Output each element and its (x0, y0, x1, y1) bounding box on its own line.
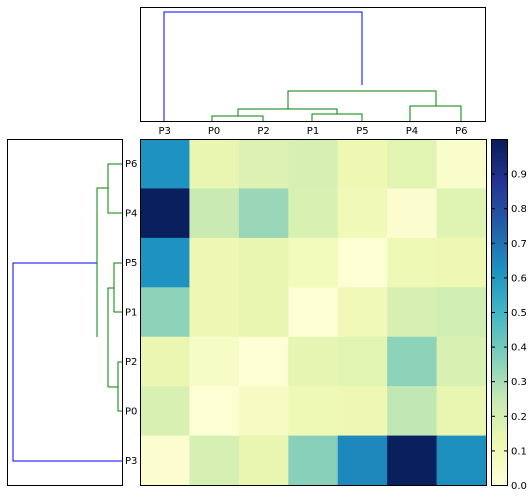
heatmap-cell-P0-P3 (140, 386, 191, 437)
row-label: P1 (125, 308, 137, 319)
heatmap-cell-P0-P0 (189, 386, 240, 437)
heatmap-cell-P2-P6 (436, 336, 487, 387)
heatmap-cell-P6-P5 (337, 139, 388, 190)
top-dendrogram (140, 7, 486, 122)
heatmap-cells (140, 139, 487, 486)
row-label: P5 (125, 258, 137, 269)
column-label: P6 (455, 126, 467, 137)
row-label: P3 (125, 456, 137, 467)
heatmap-cell-P1-P1 (288, 287, 339, 338)
row-labels: P6 P4 P5 P1 P2 P0 P3 (125, 159, 137, 467)
column-label: P5 (356, 126, 368, 137)
heatmap-cell-P5-P4 (387, 237, 438, 288)
left-dendrogram-frame (7, 139, 123, 486)
heatmap-cell-P4-P2 (238, 188, 289, 239)
heatmap-cell-P5-P6 (436, 237, 487, 288)
colorbar-tick-label: 0.2 (511, 412, 527, 423)
top-dendrogram-frame (140, 7, 486, 122)
heatmap-cell-P6-P0 (189, 139, 240, 190)
left-dendrogram-cluster-links (96, 163, 122, 412)
heatmap-cell-P1-P6 (436, 287, 487, 338)
heatmap-cell-P6-P4 (387, 139, 438, 190)
heatmap-cell-P2-P5 (337, 336, 388, 387)
heatmap-cell-P3-P5 (337, 435, 388, 486)
row-label: P0 (125, 406, 137, 417)
heatmap-cell-P6-P3 (140, 139, 191, 190)
colorbar-gradient (491, 139, 508, 486)
heatmap-cell-P4-P5 (337, 188, 388, 239)
heatmap-cell-P1-P2 (238, 287, 289, 338)
heatmap-cell-P5-P0 (189, 237, 240, 288)
heatmap-cell-P3-P2 (238, 435, 289, 486)
heatmap-cell-P2-P4 (387, 336, 438, 387)
heatmap-cell-P5-P1 (288, 237, 339, 288)
heatmap-cell-P2-P2 (238, 336, 289, 387)
colorbar-tick-label: 0.3 (511, 377, 527, 388)
column-labels: P3 P0 P2 P1 P5 P4 P6 (158, 126, 467, 137)
colorbar-tick-label: 0.9 (511, 170, 527, 181)
heatmap-cell-P0-P4 (387, 386, 438, 437)
colorbar-tick-label: 0.1 (511, 446, 527, 457)
colorbar-tick-label: 0.6 (511, 273, 527, 284)
row-label: P2 (125, 357, 137, 368)
top-dendrogram-cluster-links (211, 90, 462, 121)
heatmap-cell-P5-P2 (238, 237, 289, 288)
heatmap-cell-P1-P0 (189, 287, 240, 338)
colorbar-tick-label: 0.0 (511, 481, 527, 492)
heatmap-cell-P2-P1 (288, 336, 339, 387)
heatmap-cell-P4-P4 (387, 188, 438, 239)
heatmap-cell-P1-P4 (387, 287, 438, 338)
left-dendrogram (7, 139, 123, 486)
heatmap-cell-P4-P1 (288, 188, 339, 239)
heatmap-cell-P0-P1 (288, 386, 339, 437)
column-label: P2 (257, 126, 269, 137)
heatmap-cell-P2-P3 (140, 336, 191, 387)
heatmap-cell-P3-P1 (288, 435, 339, 486)
colorbar-tick-label: 0.7 (511, 239, 527, 250)
heatmap-cell-P0-P5 (337, 386, 388, 437)
heatmap-cell-P2-P0 (189, 336, 240, 387)
colorbar-tick-label: 0.8 (511, 204, 527, 215)
column-label: P1 (307, 126, 319, 137)
heatmap-cell-P5-P3 (140, 237, 191, 288)
heatmap-cell-P6-P1 (288, 139, 339, 190)
colorbar-tick-label: 0.5 (511, 308, 527, 319)
colorbar-tick-label: 0.4 (511, 343, 527, 354)
heatmap-cell-P6-P6 (436, 139, 487, 190)
heatmap-cell-P3-P6 (436, 435, 487, 486)
heatmap-frame (140, 139, 487, 486)
heatmap-cell-P3-P4 (387, 435, 438, 486)
top-dendrogram-root-link (163, 11, 363, 121)
heatmap-cell-P6-P2 (238, 139, 289, 190)
heatmap-cell-P5-P5 (337, 237, 388, 288)
row-label: P6 (125, 159, 137, 170)
heatmap-cell-P3-P0 (189, 435, 240, 486)
heatmap-cell-P4-P6 (436, 188, 487, 239)
colorbar-ticks: 0.0 0.1 0.2 0.3 0.4 0.5 0.6 0.7 0.8 0.9 (491, 170, 527, 492)
heatmap-cell-P0-P2 (238, 386, 289, 437)
heatmap-cell-P4-P3 (140, 188, 191, 239)
heatmap-cell-P1-P5 (337, 287, 388, 338)
heatmap-cell-P0-P6 (436, 386, 487, 437)
row-label: P4 (125, 209, 137, 220)
heatmap-cell-P4-P0 (189, 188, 240, 239)
column-label: P4 (406, 126, 418, 137)
heatmap-cell-P3-P3 (140, 435, 191, 486)
column-label: P3 (158, 126, 170, 137)
left-dendrogram-root-link (12, 262, 122, 462)
heatmap-cell-P1-P3 (140, 287, 191, 338)
column-label: P0 (208, 126, 220, 137)
